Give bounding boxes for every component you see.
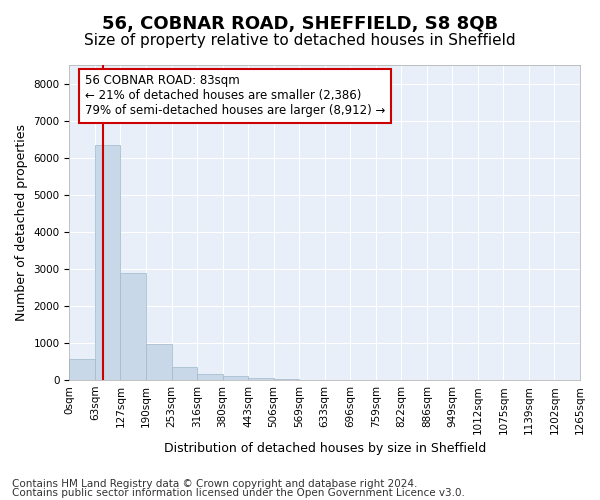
X-axis label: Distribution of detached houses by size in Sheffield: Distribution of detached houses by size … [164,442,486,455]
Text: 56, COBNAR ROAD, SHEFFIELD, S8 8QB: 56, COBNAR ROAD, SHEFFIELD, S8 8QB [102,15,498,33]
Bar [223,376,248,380]
Text: Size of property relative to detached houses in Sheffield: Size of property relative to detached ho… [84,32,516,48]
Text: 56 COBNAR ROAD: 83sqm
← 21% of detached houses are smaller (2,386)
79% of semi-d: 56 COBNAR ROAD: 83sqm ← 21% of detached … [85,74,385,118]
Bar [197,374,223,380]
Bar [121,272,146,380]
Bar [146,344,172,380]
Bar [70,358,95,380]
Text: Contains HM Land Registry data © Crown copyright and database right 2024.: Contains HM Land Registry data © Crown c… [12,479,418,489]
Bar [172,367,197,380]
Bar [95,144,121,380]
Text: Contains public sector information licensed under the Open Government Licence v3: Contains public sector information licen… [12,488,465,498]
Y-axis label: Number of detached properties: Number of detached properties [15,124,28,321]
Bar [248,378,274,380]
